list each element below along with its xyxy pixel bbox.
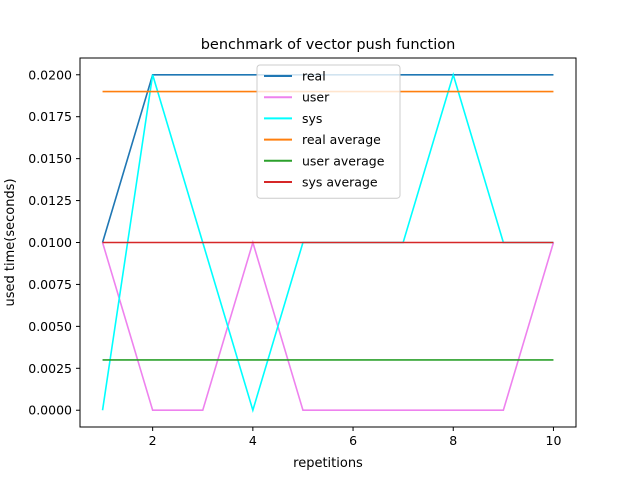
y-tick-label: 0.0050 — [28, 319, 72, 334]
y-tick-label: 0.0025 — [28, 361, 72, 376]
legend-label: user average — [302, 153, 385, 168]
y-tick-label: 0.0075 — [28, 277, 72, 292]
legend-item: real average — [264, 132, 381, 147]
x-axis-label: repetitions — [293, 456, 363, 471]
y-tick-label: 0.0200 — [28, 67, 72, 82]
series-line-user — [101, 239, 555, 412]
y-tick-label: 0.0125 — [28, 193, 72, 208]
x-tick-label: 4 — [249, 433, 257, 448]
legend-item: user average — [264, 153, 385, 168]
legend-label: real average — [302, 132, 381, 147]
legend: real user sys real average user average sys a… — [256, 64, 401, 199]
legend-item: sys average — [264, 175, 378, 190]
plot-area — [101, 71, 555, 414]
legend-item: user — [264, 90, 330, 105]
x-tick-label: 6 — [349, 433, 357, 448]
legend-box — [256, 64, 401, 199]
legend-item: real — [264, 69, 326, 84]
x-tick-label: 2 — [149, 433, 157, 448]
legend-label: user — [302, 90, 330, 105]
y-tick-label: 0.0150 — [28, 151, 72, 166]
legend-label: real — [302, 69, 326, 84]
y-tick-label: 0.0175 — [28, 109, 72, 124]
x-axis: 2 4 6 8 10 — [149, 427, 562, 448]
y-tick-label: 0.0100 — [28, 235, 72, 250]
legend-label: sys — [302, 111, 322, 126]
y-tick-label: 0.0000 — [28, 403, 72, 418]
y-axis-label: used time(seconds) — [3, 178, 18, 306]
legend-label: sys average — [302, 175, 378, 190]
chart-title: benchmark of vector push function — [201, 37, 456, 53]
x-tick-label: 10 — [546, 433, 562, 448]
x-tick-label: 8 — [449, 433, 457, 448]
legend-item: sys — [264, 111, 322, 126]
y-axis: 0.0000 0.0025 0.0050 0.0075 0.0100 0.0125 0.01… — [28, 67, 80, 418]
